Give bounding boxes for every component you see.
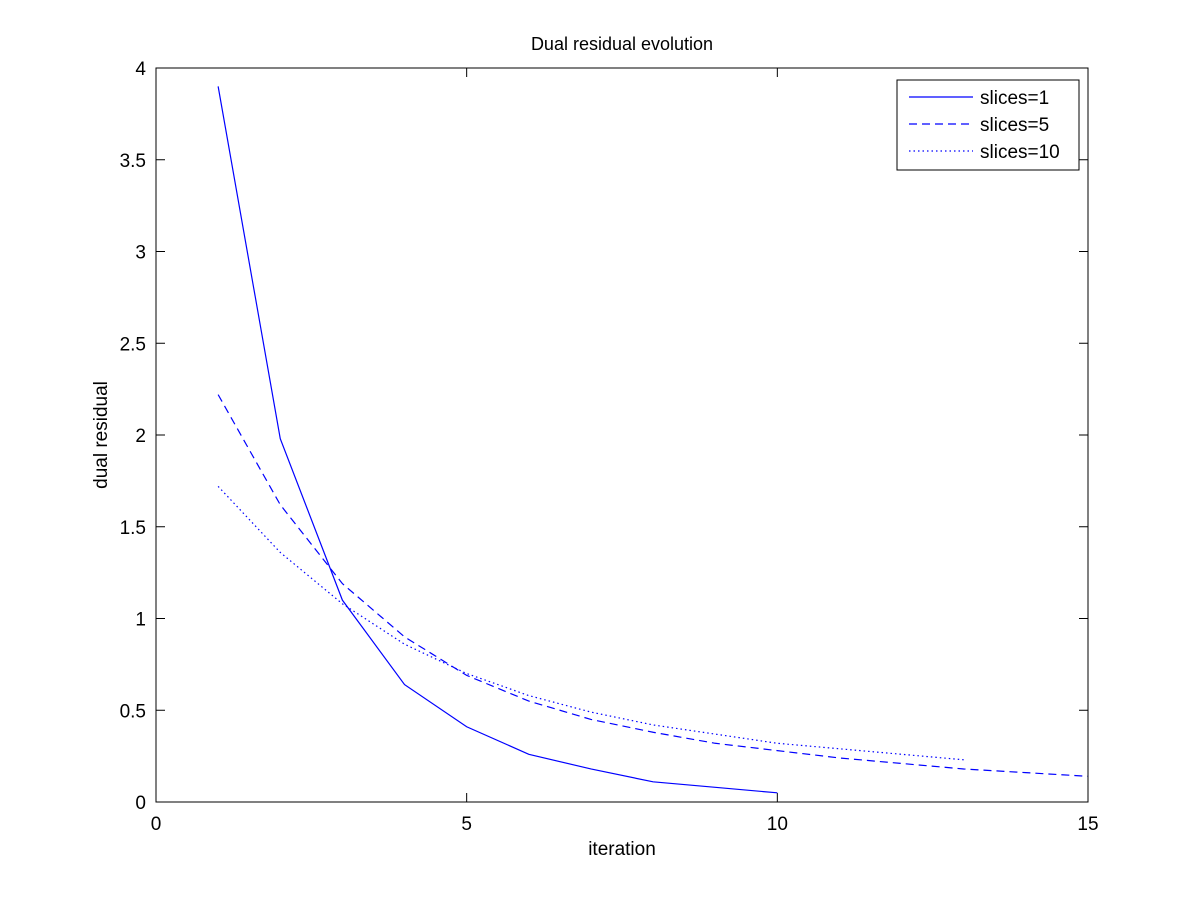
series-line-1: [217, 86, 778, 794]
x-tick-label: 15: [1077, 814, 1098, 835]
x-tick-label: 0: [151, 814, 162, 835]
legend: slices=1 slices=5 slices=10: [896, 79, 1080, 171]
series-line-2: [217, 394, 1089, 777]
legend-label: slices=5: [980, 115, 1049, 136]
y-tick-label: 4: [135, 59, 146, 80]
plot-area: [156, 68, 1088, 802]
y-tick-label: 3.5: [120, 151, 146, 172]
x-tick-labels: 0 5 10 15: [151, 814, 1099, 835]
legend-label: slices=1: [980, 88, 1049, 109]
y-tick-label: 2.5: [120, 334, 146, 355]
legend-label: slices=10: [980, 142, 1060, 163]
y-tick-label: 0: [135, 793, 146, 814]
chart-title: Dual residual evolution: [531, 34, 713, 54]
series-line-3: [217, 485, 964, 761]
y-tick-label: 3: [135, 243, 146, 264]
x-tick-label: 10: [767, 814, 788, 835]
y-tick-label: 2: [135, 426, 146, 447]
y-tick-label: 0.5: [120, 701, 146, 722]
plot-frame: [155, 67, 1089, 803]
y-tick-label: 1.5: [120, 518, 146, 539]
x-tick-label: 5: [461, 814, 472, 835]
legend-box: [896, 79, 1080, 171]
series-lines: [217, 86, 1089, 794]
y-tick-labels: 0 0.5 1 1.5 2 2.5 3 3.5 4: [120, 59, 147, 814]
x-axis-label: iteration: [588, 839, 656, 860]
y-tick-label: 1: [135, 610, 146, 631]
y-axis-label: dual residual: [91, 381, 112, 489]
